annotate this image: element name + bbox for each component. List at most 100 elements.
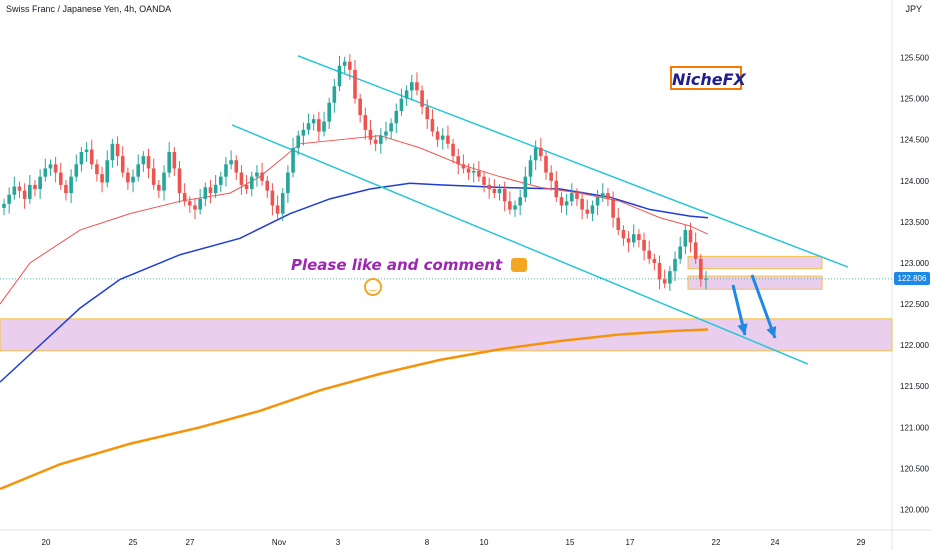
- candle-body: [606, 193, 610, 199]
- candle-body: [394, 110, 399, 124]
- candle-body: [110, 143, 115, 161]
- candle-body: [48, 164, 53, 169]
- candle-body: [38, 176, 42, 189]
- candle-body: [105, 160, 110, 183]
- candle-body: [399, 98, 404, 111]
- candle-body: [668, 271, 672, 284]
- candle-body: [229, 160, 233, 165]
- candle-body: [482, 176, 486, 185]
- candle-body: [53, 164, 58, 173]
- x-tick-label: 25: [129, 538, 138, 547]
- callout-text: Please like and comment: [291, 256, 503, 274]
- candle-body: [518, 197, 522, 206]
- y-tick-label: 125.500: [900, 54, 929, 63]
- candle-body: [415, 82, 419, 91]
- candle-body: [203, 187, 208, 199]
- y-tick-label: 122.500: [900, 300, 929, 309]
- candle-body: [177, 168, 182, 194]
- candle-body: [260, 172, 264, 181]
- down-arrow-right-head: [766, 326, 777, 338]
- candle-body: [69, 176, 73, 194]
- candle-body: [492, 188, 497, 194]
- candle-body: [95, 164, 99, 175]
- candle-body: [348, 61, 352, 70]
- x-tick-label: 20: [42, 538, 51, 547]
- y-tick-label: 120.500: [900, 464, 929, 473]
- candle-body: [693, 242, 698, 259]
- candle-body: [580, 198, 584, 210]
- y-tick-label: 123.500: [900, 218, 929, 227]
- down-arrow-left-head: [737, 323, 748, 335]
- candle-body: [306, 123, 311, 130]
- candle-body: [337, 65, 342, 87]
- candle-body: [172, 152, 177, 169]
- candle-body: [126, 172, 130, 183]
- candle-body: [471, 170, 476, 173]
- candle-body: [244, 184, 249, 189]
- down-arrow-right-shaft: [750, 274, 777, 339]
- candle-body: [131, 176, 135, 183]
- candle-body: [564, 201, 569, 206]
- candle-body: [115, 143, 120, 157]
- candle-body: [182, 193, 187, 202]
- candle-body: [270, 190, 275, 206]
- y-tick-label: 121.000: [900, 423, 929, 432]
- candle-body: [554, 180, 559, 198]
- candle-body: [451, 143, 455, 157]
- candle-body: [621, 230, 626, 239]
- candle-body: [193, 205, 197, 210]
- candle-body: [368, 129, 373, 140]
- candle-body: [523, 176, 528, 198]
- candle-body: [404, 90, 409, 99]
- candle-body: [84, 149, 89, 153]
- candle-body: [301, 129, 306, 136]
- candle-body: [420, 90, 424, 107]
- candle-body: [317, 119, 321, 132]
- candle-body: [2, 203, 6, 208]
- x-tick-label: 27: [186, 538, 195, 547]
- candle-body: [430, 119, 435, 132]
- y-tick-label: 123.000: [900, 259, 929, 268]
- candle-body: [477, 170, 481, 177]
- candle-body: [100, 174, 104, 183]
- candle-body: [43, 168, 48, 177]
- candle-body: [616, 217, 621, 231]
- candle-body: [384, 131, 388, 136]
- candle-body: [590, 205, 595, 214]
- candle-body: [141, 156, 146, 165]
- x-tick-label: 29: [857, 538, 866, 547]
- candle-body: [249, 176, 254, 189]
- x-tick-label: 3: [336, 538, 341, 547]
- candle-body: [497, 188, 502, 194]
- candle-body: [585, 209, 590, 214]
- candle-body: [466, 168, 471, 173]
- candle-body: [265, 180, 270, 191]
- y-tick-label: 122.000: [900, 341, 929, 350]
- candle-body: [683, 230, 688, 247]
- candle-body: [136, 164, 141, 177]
- ma-mid-line: [0, 182, 709, 383]
- candle-body: [275, 205, 280, 214]
- candle-body: [280, 193, 285, 214]
- candle-body: [456, 156, 461, 165]
- candle-body: [198, 198, 202, 210]
- ma-long-line: [0, 328, 709, 491]
- candle-body: [79, 152, 84, 165]
- candle-body: [569, 193, 574, 202]
- candle-body: [647, 250, 652, 259]
- thumbs-up-icon: [511, 258, 528, 272]
- candle-body: [218, 176, 223, 185]
- candle-body: [508, 201, 512, 210]
- candle-body: [234, 160, 239, 173]
- candle-body: [224, 164, 228, 177]
- candle-body: [533, 147, 538, 161]
- support-zone: [0, 318, 893, 352]
- candle-body: [595, 197, 600, 206]
- candle-body: [539, 147, 543, 157]
- candle-body: [631, 234, 636, 243]
- candle-body: [162, 172, 166, 191]
- candle-body: [435, 131, 440, 140]
- candle-body: [327, 102, 331, 122]
- candle-body: [332, 86, 337, 103]
